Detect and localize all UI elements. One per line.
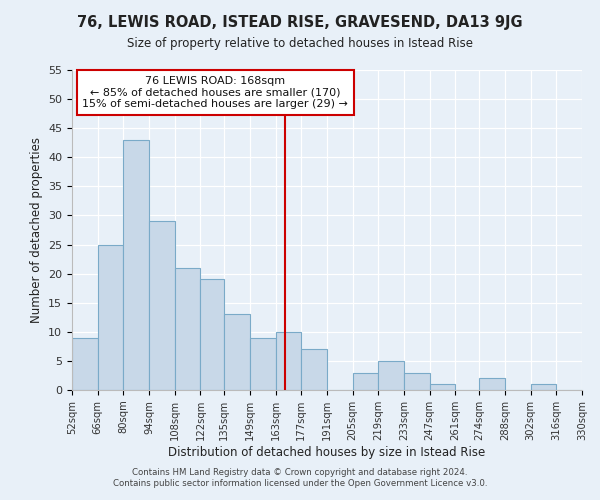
Bar [200, 280, 224, 390]
X-axis label: Distribution of detached houses by size in Istead Rise: Distribution of detached houses by size … [169, 446, 485, 458]
Bar [379, 361, 404, 390]
Bar [149, 222, 175, 390]
Text: Contains HM Land Registry data © Crown copyright and database right 2024.
Contai: Contains HM Land Registry data © Crown c… [113, 468, 487, 487]
Bar [275, 332, 301, 390]
Bar [98, 244, 124, 390]
Bar [124, 140, 149, 390]
Bar [72, 338, 98, 390]
Bar [224, 314, 250, 390]
Text: Size of property relative to detached houses in Istead Rise: Size of property relative to detached ho… [127, 38, 473, 51]
Bar [250, 338, 275, 390]
Bar [353, 372, 379, 390]
Bar [175, 268, 200, 390]
Bar [301, 350, 327, 390]
Bar [404, 372, 430, 390]
Y-axis label: Number of detached properties: Number of detached properties [29, 137, 43, 323]
Bar [479, 378, 505, 390]
Text: 76, LEWIS ROAD, ISTEAD RISE, GRAVESEND, DA13 9JG: 76, LEWIS ROAD, ISTEAD RISE, GRAVESEND, … [77, 15, 523, 30]
Bar [530, 384, 556, 390]
Bar [430, 384, 455, 390]
Text: 76 LEWIS ROAD: 168sqm
← 85% of detached houses are smaller (170)
15% of semi-det: 76 LEWIS ROAD: 168sqm ← 85% of detached … [82, 76, 348, 109]
